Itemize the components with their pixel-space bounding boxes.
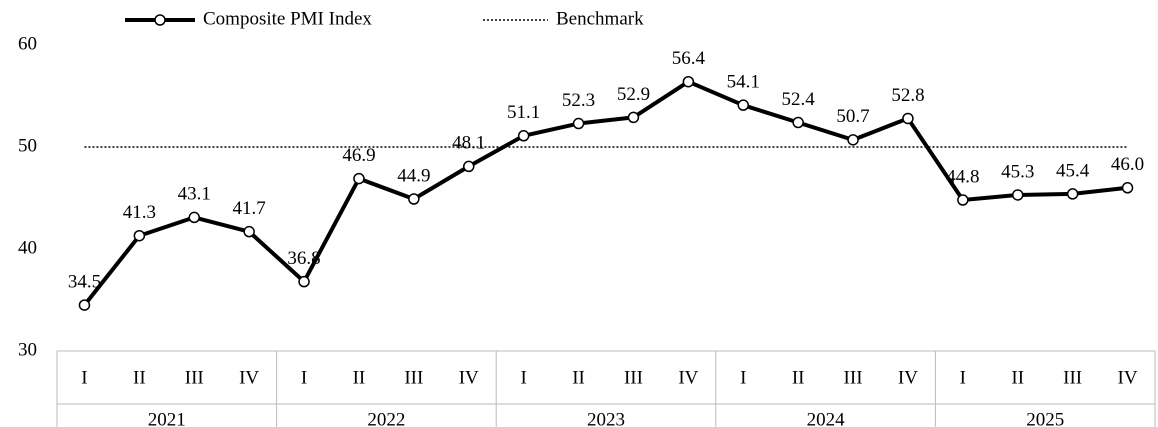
legend-label: Composite PMI Index (203, 8, 372, 29)
legend-marker (154, 14, 166, 26)
point (627, 111, 640, 124)
point (1121, 182, 1134, 194)
data-label: 46.0 (1111, 154, 1144, 175)
group-label: 2023 (587, 409, 625, 427)
group-label: 2021 (148, 409, 186, 427)
y-tick-label: 30 (18, 339, 37, 360)
point (737, 99, 749, 111)
legend-label: Benchmark (556, 8, 644, 29)
point (682, 75, 695, 88)
point (792, 116, 804, 129)
group-label: 2025 (1026, 409, 1064, 427)
data-label: 52.4 (782, 89, 816, 110)
x-tick-label: II (572, 367, 585, 388)
point (463, 160, 475, 173)
data-label: 54.1 (727, 72, 760, 93)
x-tick-label: I (301, 367, 307, 388)
x-tick-label: IV (1118, 367, 1138, 388)
point (188, 211, 200, 224)
x-tick-label: III (404, 367, 423, 388)
data-label: 52.8 (891, 85, 924, 106)
x-tick-label: II (133, 367, 146, 388)
point (133, 229, 146, 242)
point (353, 172, 365, 185)
data-label: 46.9 (342, 145, 375, 166)
series-line (82, 79, 1128, 307)
data-label: 34.5 (68, 271, 101, 292)
x-tick-label: IV (459, 367, 479, 388)
y-tick-label: 50 (18, 135, 37, 156)
x-tick-label: I (81, 367, 87, 388)
point (957, 194, 969, 206)
x-tick-label: II (353, 367, 366, 388)
point (1012, 189, 1024, 201)
y-tick-label: 60 (18, 33, 37, 54)
y-tick-label: 40 (18, 237, 37, 258)
x-tick-label: III (185, 367, 204, 388)
point (902, 112, 914, 125)
x-tick-label: IV (678, 367, 698, 388)
x-tick-label: IV (898, 367, 918, 388)
point (243, 225, 255, 238)
x-tick-label: III (1063, 367, 1082, 388)
x-tick-label: II (1011, 367, 1024, 388)
data-label: 41.3 (123, 202, 156, 223)
x-tick-label: I (520, 367, 526, 388)
data-label: 52.3 (562, 90, 595, 111)
point (408, 193, 420, 205)
x-tick-label: III (844, 367, 863, 388)
point (1066, 188, 1079, 200)
group-label: 2022 (367, 409, 405, 427)
data-label: 41.7 (233, 198, 266, 219)
data-label: 44.9 (397, 165, 430, 186)
point (78, 299, 91, 311)
data-label: 45.4 (1056, 160, 1090, 181)
group-label: 2024 (807, 409, 846, 427)
point (847, 134, 859, 146)
point (572, 117, 585, 130)
x-tick-label: III (624, 367, 643, 388)
x-tick-label: I (740, 367, 746, 388)
data-label: 51.1 (507, 102, 540, 123)
point (298, 275, 310, 288)
data-label: 43.1 (178, 184, 211, 205)
x-tick-label: IV (239, 367, 259, 388)
data-label: 45.3 (1001, 161, 1034, 182)
data-label: 44.8 (946, 166, 979, 187)
point (517, 130, 530, 142)
data-label: 36.8 (287, 248, 320, 269)
data-label: 48.1 (452, 133, 485, 154)
data-label: 52.9 (617, 84, 650, 105)
data-label: 50.7 (836, 106, 869, 127)
x-tick-label: I (960, 367, 966, 388)
x-tick-label: II (792, 367, 805, 388)
data-label: 56.4 (672, 48, 706, 69)
